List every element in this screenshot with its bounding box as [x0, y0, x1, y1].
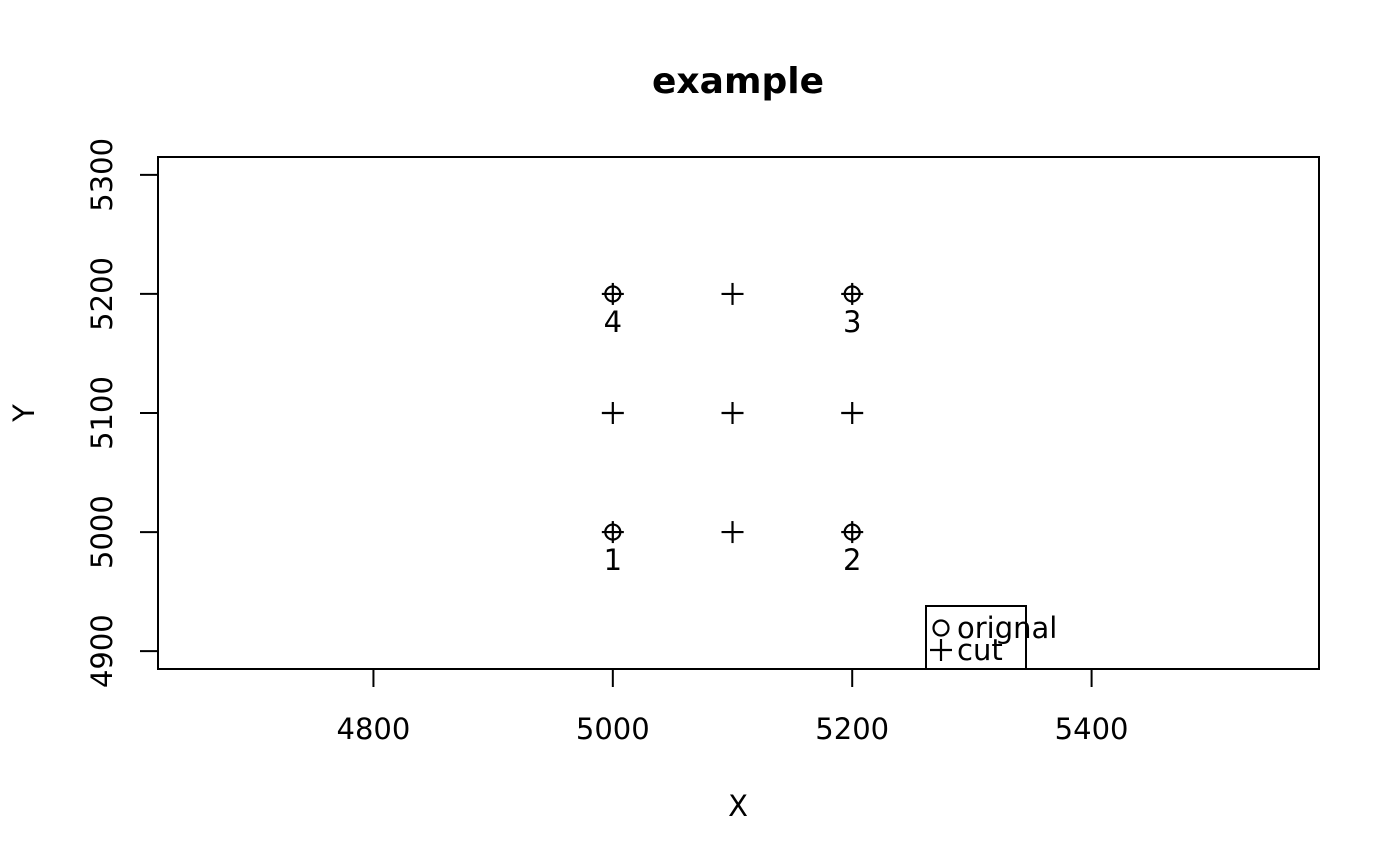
data-points: 1 2 3 4 — [601, 282, 864, 577]
y-tick-label: 4900 — [85, 614, 119, 688]
y-tick-label: 5100 — [85, 376, 119, 450]
y-axis: 4900 5000 5100 5200 5300 — [85, 138, 159, 688]
cut-point — [841, 521, 864, 544]
legend-plus-icon — [930, 639, 952, 661]
y-tick-label: 5200 — [85, 257, 119, 331]
chart-title: example — [652, 61, 824, 102]
cut-point — [601, 521, 624, 544]
x-axis: 4800 5000 5200 5400 — [337, 668, 1129, 746]
cut-point — [841, 282, 864, 305]
y-tick-label: 5300 — [85, 138, 119, 212]
point-label: 3 — [843, 305, 861, 339]
x-tick-label: 5200 — [815, 712, 889, 746]
x-tick-label: 4800 — [337, 712, 411, 746]
point-label: 1 — [604, 543, 622, 577]
x-tick-label: 5400 — [1055, 712, 1129, 746]
cut-point — [721, 282, 744, 305]
point-label: 2 — [843, 543, 861, 577]
x-axis-title: X — [728, 789, 748, 823]
cut-point — [601, 282, 624, 305]
legend-circle-icon — [932, 619, 950, 637]
y-axis-title: Y — [7, 404, 41, 423]
legend-label: cut — [957, 633, 1003, 667]
legend-box — [925, 605, 1027, 670]
legend-label: orignal — [957, 611, 1057, 645]
cut-point — [721, 521, 744, 544]
cut-point — [601, 402, 624, 424]
y-tick-label: 5000 — [85, 495, 119, 569]
point-label: 4 — [604, 305, 622, 339]
x-tick-label: 5000 — [576, 712, 650, 746]
cut-point — [721, 402, 744, 424]
cut-point — [841, 402, 864, 424]
